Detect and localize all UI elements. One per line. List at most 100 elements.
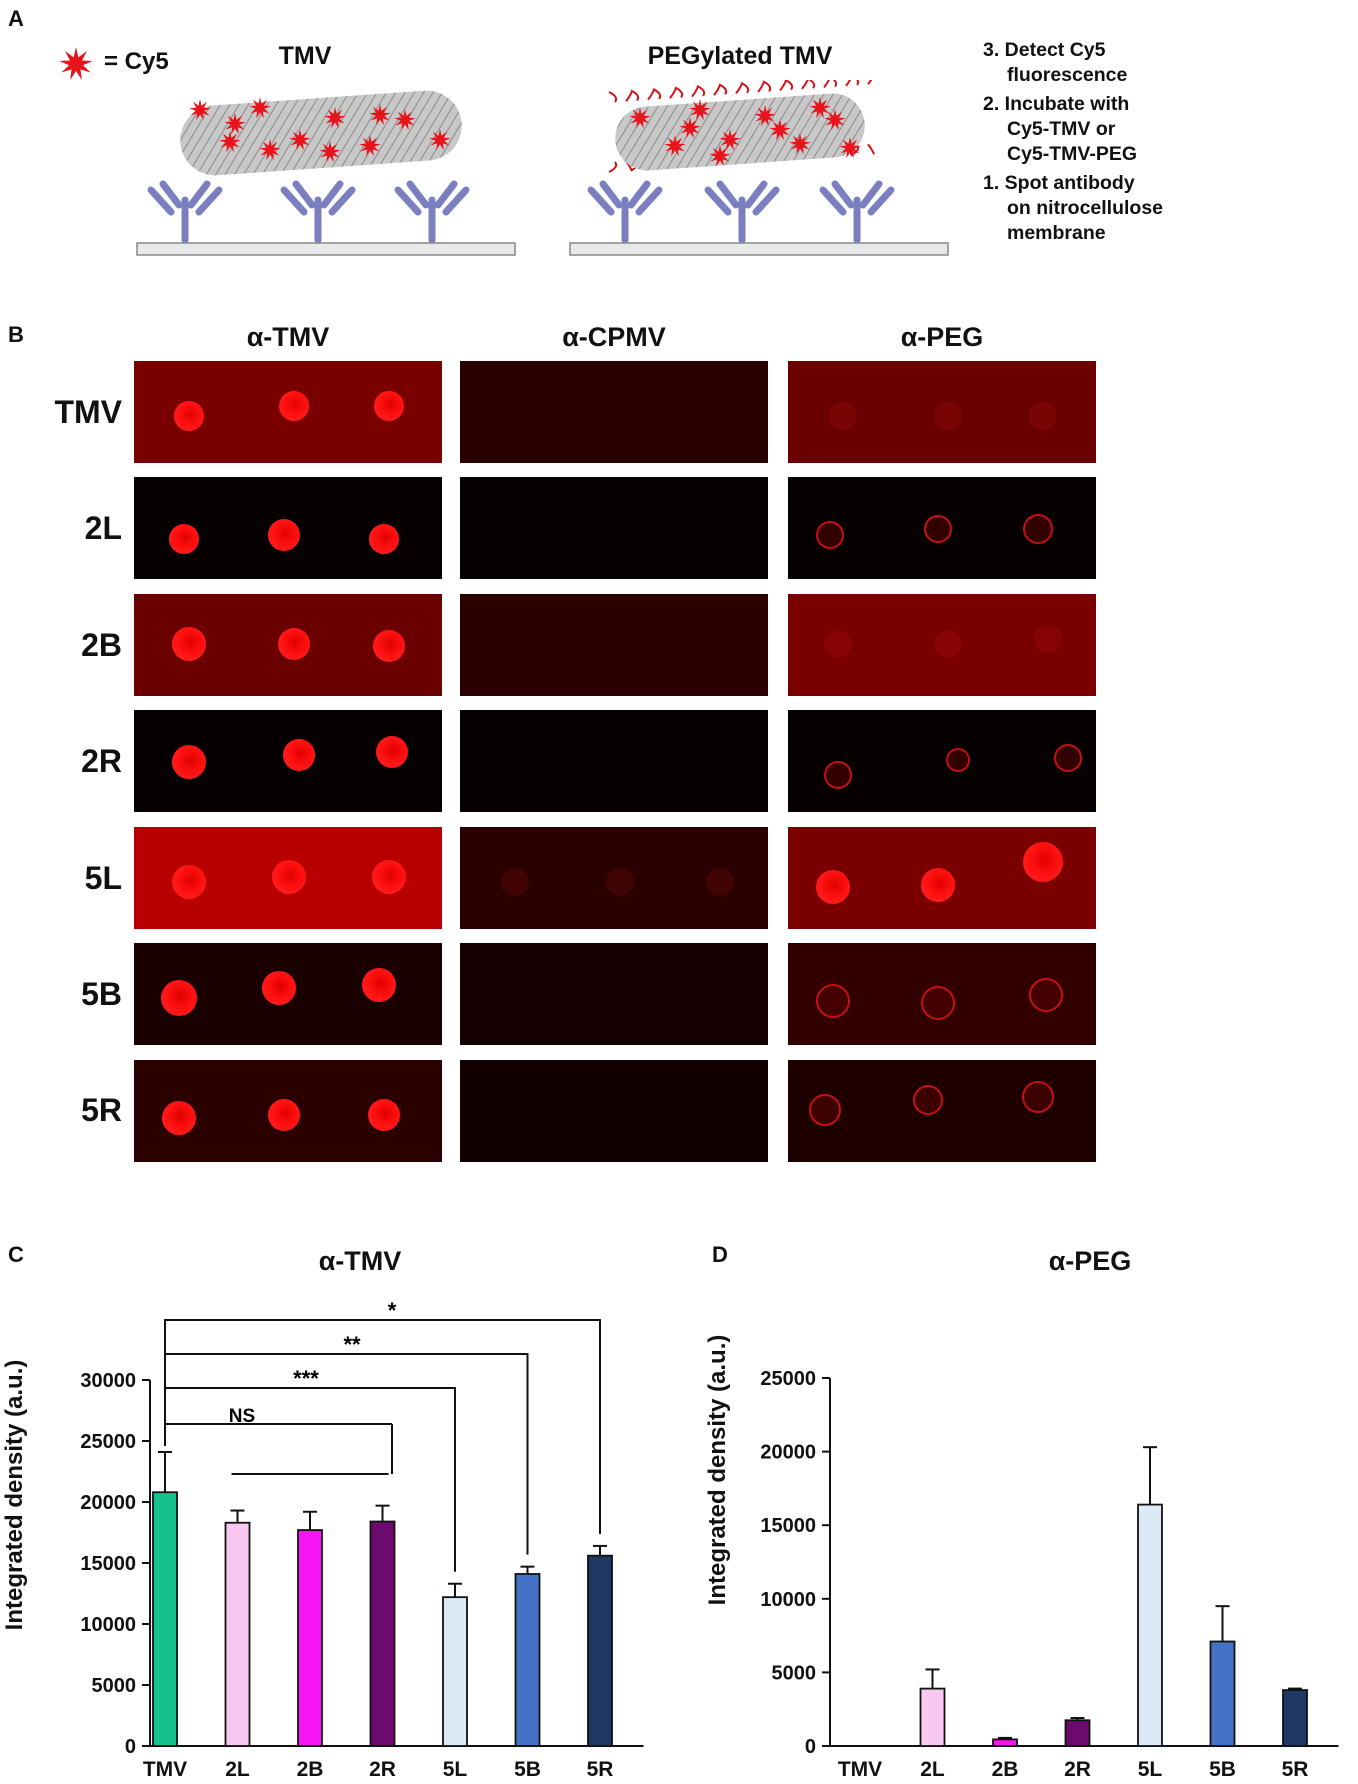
dot-blot-2l-tmv (134, 477, 442, 579)
blot-spot (268, 519, 300, 551)
chart-d-bar-2b (992, 1738, 1018, 1747)
col-header-alpha-tmv: α-TMV (246, 322, 330, 352)
tmv-diagram-label: TMV (278, 42, 332, 70)
cy5-star-icon (429, 129, 451, 151)
cy5-star-icon (769, 119, 791, 141)
blot-spot (924, 515, 952, 543)
blot-spot (268, 1099, 300, 1131)
chart-d-title: α-PEG (1048, 1246, 1132, 1276)
dot-blot-5b-peg (788, 943, 1096, 1045)
dot-blot-2l-cpmv (460, 477, 768, 579)
chart-c-bar-5r (587, 1554, 613, 1747)
blot-spot (373, 630, 405, 662)
dot-blot-5l-cpmv (460, 827, 768, 929)
row-label-5r: 5R (81, 1092, 122, 1128)
sig-ns: NS (229, 1406, 255, 1427)
dot-blot-5r-tmv (134, 1060, 442, 1162)
chart-c-ylabel: Integrated density (a.u.) (1, 1360, 28, 1631)
sig-star-2: ** (343, 1332, 361, 1357)
blot-spot (262, 971, 296, 1005)
blot-spot (824, 761, 852, 789)
chart-d-bar-5b (1209, 1640, 1236, 1747)
dot-blot-5b-tmv (134, 943, 442, 1045)
chart-d: Integrated density (a.u.) 0 5000 10000 1500… (704, 1335, 1339, 1781)
chart-c-ytick-label: 15000 (80, 1553, 136, 1575)
step-1: 1. Spot antibody on nitrocellulose membr… (983, 171, 1163, 246)
chart-d-ylabel: Integrated density (a.u.) (704, 1335, 731, 1606)
chart-c-ytick-label: 10000 (80, 1614, 136, 1636)
chart-c-errorbar-2l (230, 1509, 245, 1523)
cy5-star-icon (679, 117, 701, 139)
row-label-tmv: TMV (54, 394, 122, 430)
dot-blot-5b-cpmv (460, 943, 768, 1045)
cy5-star-icon (719, 129, 741, 151)
chart-d-errorbar-2l (925, 1668, 940, 1689)
col-header-alpha-cpmv: α-CPMV (562, 322, 666, 352)
blot-spot (816, 870, 850, 904)
dot-blot-tmv-tmv (134, 361, 442, 463)
tmv-rod (180, 90, 462, 176)
blot-spot (1029, 402, 1057, 430)
step-3-line2: fluorescence (1007, 64, 1128, 86)
dot-blot-5r-cpmv (460, 1060, 768, 1162)
blot-spot (824, 630, 852, 658)
cy5-star-icon (369, 104, 391, 126)
chart-c-xtick-label: TMV (143, 1758, 187, 1781)
row-label-2r: 2R (81, 743, 122, 779)
assay-schematic (136, 80, 949, 256)
blot-spot (279, 391, 309, 421)
dot-blot-2r-peg (788, 710, 1096, 812)
chart-c-xtick-label: 5B (514, 1758, 541, 1781)
blot-spot (172, 865, 206, 899)
blot-spot (272, 860, 306, 894)
sig-star-1: * (388, 1298, 397, 1323)
row-label-2l: 2L (84, 510, 122, 546)
antibody-icon (704, 180, 780, 244)
blot-spot (174, 401, 204, 431)
membrane-right (569, 242, 949, 256)
panel-d-letter: D (712, 1242, 728, 1267)
row-label-2b: 2B (81, 627, 122, 663)
blot-spot (1054, 744, 1082, 772)
cy5-star-icon (224, 113, 246, 135)
chart-c-bar-2l (224, 1521, 251, 1747)
blot-spot (169, 524, 199, 554)
blot-spot (283, 739, 315, 771)
dot-blot-2r-tmv (134, 710, 442, 812)
dot-blot-tmv-cpmv (460, 361, 768, 463)
chart-c-ytick-label: 25000 (80, 1431, 136, 1453)
chart-c-errorbar-5l (448, 1582, 462, 1598)
chart-d-errorbar-5r (1288, 1687, 1302, 1691)
step-2-line1: 2. Incubate with (983, 93, 1130, 115)
antibody-icon (587, 180, 663, 244)
dot-blot-2b-cpmv (460, 594, 768, 696)
blot-spot (172, 745, 206, 779)
cy5-star-icon (189, 99, 211, 121)
dot-blot-2l-peg (788, 477, 1096, 579)
cy5-star-icon (629, 107, 651, 129)
cy5-star-icon (754, 105, 776, 127)
dot-blot-tmv-peg (788, 361, 1096, 463)
chart-d-errorbar-5l (1143, 1446, 1157, 1505)
chart-d-xtick-label: 2B (992, 1758, 1019, 1781)
dot-blot-2b-tmv (134, 594, 442, 696)
step-2-line3: Cy5-TMV-PEG (1007, 143, 1138, 165)
blot-spot (1023, 514, 1053, 544)
blot-spot (809, 1094, 841, 1126)
chart-c-errorbar-5r (593, 1544, 607, 1556)
chart-c-bar-2b (297, 1529, 323, 1747)
blot-spot (706, 868, 734, 896)
step-1-line3: membrane (1007, 222, 1106, 244)
chart-d-errorbar-2b (998, 1736, 1012, 1740)
cy5-star-icon (324, 107, 346, 129)
chart-d-bar-2l (919, 1687, 946, 1747)
cy5-star-icon (664, 135, 686, 157)
membrane-left (136, 242, 516, 256)
cy5-star-icon (249, 97, 271, 119)
blot-spot (921, 868, 955, 902)
antibodies (147, 180, 895, 244)
dot-blot-5l-peg (788, 827, 1096, 929)
chart-d-ytick-label: 25000 (760, 1368, 816, 1390)
cy5-star-icon (259, 139, 281, 161)
chart-c-errorbar-2r (375, 1504, 390, 1522)
